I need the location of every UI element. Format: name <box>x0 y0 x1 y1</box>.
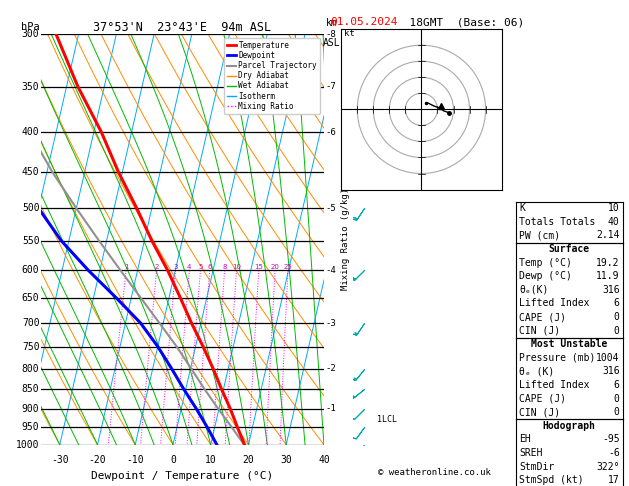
Text: StmDir: StmDir <box>519 462 554 472</box>
Text: 316: 316 <box>602 366 620 377</box>
Text: © weatheronline.co.uk: © weatheronline.co.uk <box>377 468 491 477</box>
Text: CAPE (J): CAPE (J) <box>519 394 566 404</box>
Text: 0: 0 <box>614 394 620 404</box>
Text: 1LCL: 1LCL <box>377 416 397 424</box>
Text: 0: 0 <box>614 326 620 336</box>
Text: Temp (°C): Temp (°C) <box>519 258 572 268</box>
Text: 40: 40 <box>318 455 330 465</box>
Text: CIN (J): CIN (J) <box>519 407 560 417</box>
Text: 6: 6 <box>208 264 212 270</box>
Text: 3: 3 <box>173 264 178 270</box>
Text: EH: EH <box>519 434 531 445</box>
Text: 30: 30 <box>281 455 292 465</box>
Text: 500: 500 <box>22 203 40 213</box>
Text: 550: 550 <box>22 236 40 246</box>
Text: 01.05.2024: 01.05.2024 <box>330 17 398 27</box>
Text: 400: 400 <box>22 127 40 137</box>
Text: 1: 1 <box>124 264 128 270</box>
Text: 40: 40 <box>608 217 620 227</box>
Text: kt: kt <box>345 29 355 37</box>
Text: km: km <box>326 18 338 28</box>
Text: SREH: SREH <box>519 448 542 458</box>
Text: 350: 350 <box>22 82 40 91</box>
Text: -6: -6 <box>608 448 620 458</box>
Text: 1000: 1000 <box>16 440 40 450</box>
Text: Lifted Index: Lifted Index <box>519 298 589 309</box>
Text: -10: -10 <box>126 455 144 465</box>
Text: 950: 950 <box>22 422 40 432</box>
Text: -2: -2 <box>326 364 337 373</box>
Text: 4: 4 <box>187 264 192 270</box>
Text: Most Unstable: Most Unstable <box>531 339 608 349</box>
Text: 2.14: 2.14 <box>596 230 620 241</box>
Text: 0: 0 <box>170 455 176 465</box>
Text: 316: 316 <box>602 285 620 295</box>
Text: -3: -3 <box>326 318 337 328</box>
Text: 25: 25 <box>284 264 292 270</box>
Text: 8: 8 <box>223 264 227 270</box>
Text: Totals Totals: Totals Totals <box>519 217 595 227</box>
Text: K: K <box>519 203 525 213</box>
Text: StmSpd (kt): StmSpd (kt) <box>519 475 584 486</box>
Text: 700: 700 <box>22 318 40 328</box>
Text: 0: 0 <box>614 407 620 417</box>
Text: hPa: hPa <box>21 22 40 32</box>
Title: 37°53'N  23°43'E  94m ASL: 37°53'N 23°43'E 94m ASL <box>93 21 272 34</box>
Text: 1004: 1004 <box>596 353 620 363</box>
Text: 6: 6 <box>614 380 620 390</box>
Text: 17: 17 <box>608 475 620 486</box>
Text: 300: 300 <box>22 29 40 39</box>
Text: -5: -5 <box>326 204 337 213</box>
Text: 750: 750 <box>22 342 40 351</box>
Text: Dewpoint / Temperature (°C): Dewpoint / Temperature (°C) <box>91 471 274 482</box>
Text: -4: -4 <box>326 266 337 275</box>
Text: θₑ(K): θₑ(K) <box>519 285 548 295</box>
Text: 600: 600 <box>22 265 40 276</box>
Text: -30: -30 <box>51 455 69 465</box>
Text: 20: 20 <box>243 455 254 465</box>
Text: 10: 10 <box>608 203 620 213</box>
Text: 800: 800 <box>22 364 40 374</box>
Text: Mixing Ratio (g/kg): Mixing Ratio (g/kg) <box>342 188 350 291</box>
Text: 650: 650 <box>22 293 40 303</box>
Text: 5: 5 <box>198 264 203 270</box>
Text: ASL: ASL <box>323 38 341 48</box>
Legend: Temperature, Dewpoint, Parcel Trajectory, Dry Adiabat, Wet Adiabat, Isotherm, Mi: Temperature, Dewpoint, Parcel Trajectory… <box>224 38 320 114</box>
Text: CAPE (J): CAPE (J) <box>519 312 566 322</box>
Text: 19.2: 19.2 <box>596 258 620 268</box>
Text: 900: 900 <box>22 404 40 414</box>
Text: 6: 6 <box>614 298 620 309</box>
Text: PW (cm): PW (cm) <box>519 230 560 241</box>
Text: Lifted Index: Lifted Index <box>519 380 589 390</box>
Text: 20: 20 <box>270 264 279 270</box>
Text: -95: -95 <box>602 434 620 445</box>
Text: -8: -8 <box>326 30 337 38</box>
Text: -7: -7 <box>326 82 337 91</box>
Text: 0: 0 <box>614 312 620 322</box>
Text: Dewp (°C): Dewp (°C) <box>519 271 572 281</box>
Text: Pressure (mb): Pressure (mb) <box>519 353 595 363</box>
Text: 10: 10 <box>232 264 241 270</box>
Text: 18GMT  (Base: 06): 18GMT (Base: 06) <box>396 17 525 27</box>
Text: 850: 850 <box>22 384 40 394</box>
Text: 11.9: 11.9 <box>596 271 620 281</box>
Text: CIN (J): CIN (J) <box>519 326 560 336</box>
Text: -20: -20 <box>89 455 106 465</box>
Text: 2: 2 <box>154 264 159 270</box>
Text: -6: -6 <box>326 128 337 137</box>
Text: -1: -1 <box>326 404 337 413</box>
Text: 450: 450 <box>22 167 40 177</box>
Text: θₑ (K): θₑ (K) <box>519 366 554 377</box>
Text: 322°: 322° <box>596 462 620 472</box>
Text: Hodograph: Hodograph <box>543 421 596 431</box>
Text: 15: 15 <box>254 264 263 270</box>
Text: Surface: Surface <box>548 244 590 254</box>
Text: 10: 10 <box>205 455 216 465</box>
